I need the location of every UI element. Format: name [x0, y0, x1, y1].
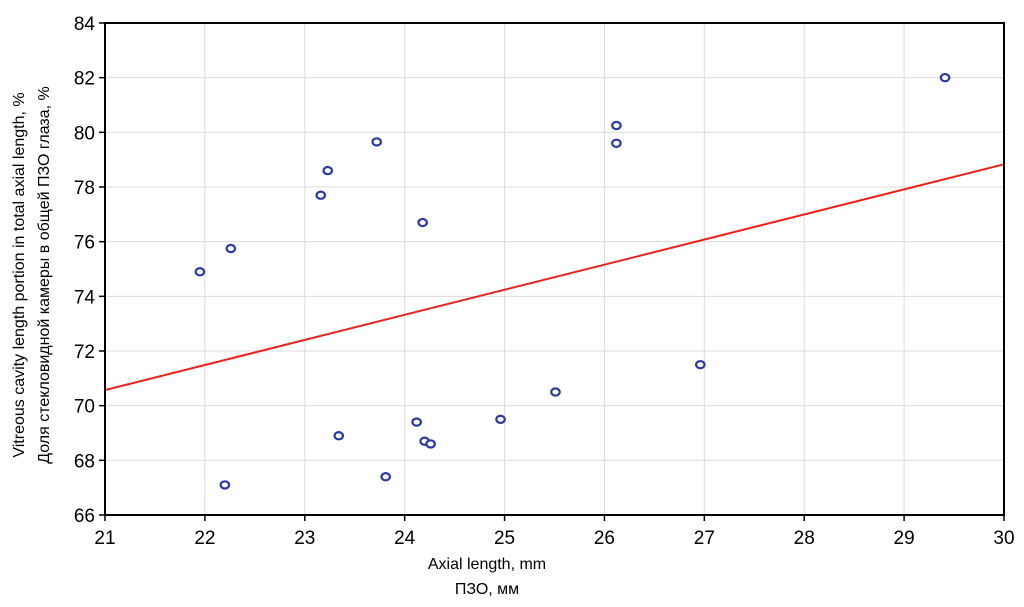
data-points	[194, 72, 951, 490]
data-point	[939, 72, 951, 83]
y-tick-label: 82	[74, 69, 95, 90]
x-tick-label: 28	[794, 528, 815, 549]
trendline-group	[104, 163, 1005, 392]
data-point	[495, 414, 506, 425]
y-tick-label: 66	[74, 506, 95, 527]
plot-frame	[104, 22, 1005, 516]
y-tick-label: 78	[74, 178, 95, 199]
y-tick-label: 72	[74, 342, 95, 363]
data-point	[411, 417, 422, 427]
data-point	[611, 138, 622, 148]
y-tick-label: 70	[74, 397, 95, 418]
data-point	[425, 439, 436, 449]
x-axis-title: Axial length, mm	[428, 556, 546, 573]
grid-lines	[104, 22, 1005, 516]
data-point	[219, 480, 231, 490]
y-tick-label: 68	[74, 451, 95, 472]
data-point	[550, 387, 561, 397]
x-tick-label: 23	[294, 528, 315, 549]
x-tick-label: 24	[394, 528, 416, 549]
trendline	[104, 163, 1005, 392]
data-point	[322, 165, 334, 176]
data-point	[333, 431, 345, 441]
y-tick-label: 76	[74, 233, 95, 254]
x-axis-ticks: 21 22 23 24 25 26 27 28 29 30	[94, 515, 1015, 549]
x-tick-label: 26	[594, 528, 615, 549]
data-point	[194, 267, 206, 277]
y-axis-title-ru: Доля стекловидной камеры в общей ПЗО гла…	[36, 86, 53, 464]
data-point	[380, 472, 391, 482]
data-point	[371, 137, 382, 147]
x-tick-label: 21	[94, 528, 115, 549]
x-axis-title-ru: ПЗО, мм	[455, 581, 519, 598]
x-tick-label: 25	[494, 528, 515, 549]
data-point	[315, 190, 327, 200]
y-tick-label: 80	[74, 123, 95, 144]
y-tick-label: 74	[74, 287, 96, 308]
x-tick-label: 22	[194, 528, 215, 549]
y-axis-title: Vitreous cavity length portion in total …	[11, 92, 28, 457]
data-point	[611, 120, 622, 131]
x-tick-label: 27	[694, 528, 715, 549]
x-tick-label: 30	[993, 528, 1014, 549]
data-point	[225, 243, 237, 254]
data-point	[417, 217, 428, 228]
y-axis-ticks: 66 68 70 72 74 76 78 80 82 84	[74, 14, 105, 527]
y-tick-label: 84	[74, 14, 96, 35]
x-tick-label: 29	[894, 528, 915, 549]
data-point	[695, 359, 706, 370]
